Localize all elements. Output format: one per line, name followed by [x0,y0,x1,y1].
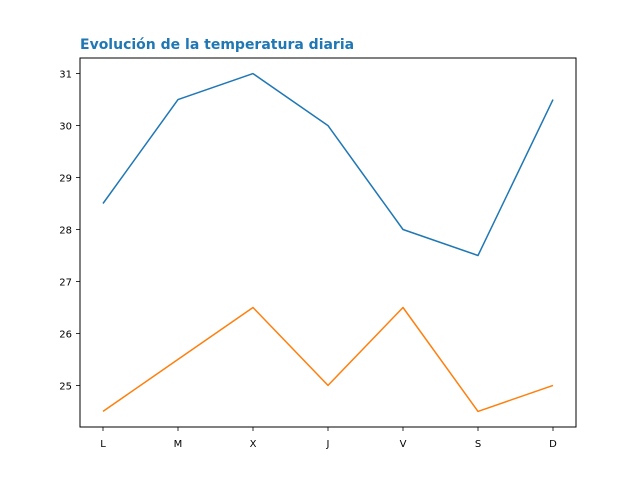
y-tick-label: 31 [59,70,72,81]
y-tick-label: 26 [59,329,72,340]
y-tick-label: 28 [59,226,72,237]
y-tick-label: 30 [59,122,72,133]
x-tick-label: J [326,439,330,450]
x-tick-label: X [250,439,257,450]
x-tick-label: S [475,439,481,450]
x-tick-label: D [549,439,557,450]
y-tick-label: 27 [59,277,72,288]
series-layer [102,72,554,413]
plot-frame [79,57,577,428]
series-line-2 [102,306,554,413]
series-line-1 [102,72,554,257]
x-tick-label: L [100,439,106,450]
y-axis: 25 26 27 28 29 30 31 [59,70,80,392]
y-tick-label: 29 [59,174,72,185]
x-tick-label: M [174,439,183,450]
y-tick-label: 25 [59,381,72,392]
x-tick-label: V [400,439,407,450]
chart-title: Evolución de la temperatura diaria [80,37,354,53]
